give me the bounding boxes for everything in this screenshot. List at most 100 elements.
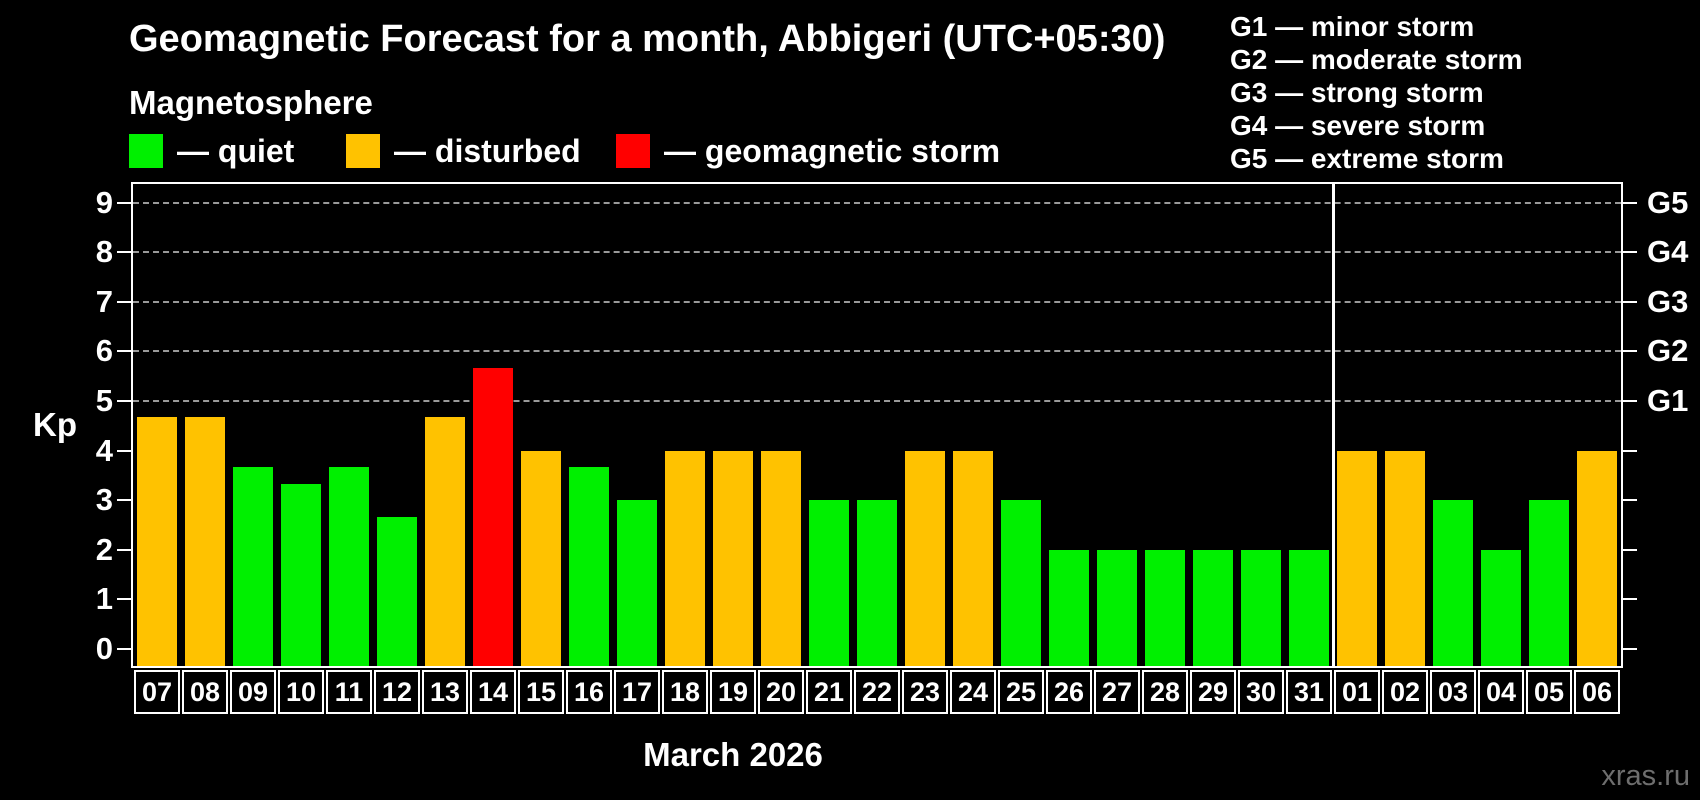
kp-bar-12 — [377, 516, 417, 666]
right-axis-tick-6 — [1622, 350, 1637, 353]
kp-bar-19 — [713, 450, 753, 666]
month-separator-line — [1331, 184, 1335, 666]
y-axis-label-1: 1 — [95, 581, 113, 617]
day-label-cell-23: 23 — [902, 670, 948, 714]
day-label-cell-29: 29 — [1190, 670, 1236, 714]
y-axis-label-8: 8 — [95, 234, 113, 270]
y-axis-tick-7 — [117, 300, 132, 303]
day-label-cell-27: 27 — [1094, 670, 1140, 714]
y-axis-tick-3 — [117, 499, 132, 502]
chart-subtitle: Magnetosphere — [129, 84, 373, 121]
day-label-cell-18: 18 — [662, 670, 708, 714]
kp-bar-31 — [1289, 549, 1329, 666]
kp-bar-21 — [809, 500, 849, 666]
kp-bar-01 — [1337, 450, 1377, 666]
day-label-cell-09: 09 — [230, 670, 276, 714]
day-label-cell-08: 08 — [182, 670, 228, 714]
kp-bar-06 — [1577, 450, 1617, 666]
day-label-cell-31: 31 — [1286, 670, 1332, 714]
day-label-cell-15: 15 — [518, 670, 564, 714]
kp-bar-20 — [761, 450, 801, 666]
g-legend-line-g1: G1 — minor storm — [1230, 11, 1475, 42]
kp-bar-25 — [1001, 500, 1041, 666]
y-axis-label-2: 2 — [95, 531, 113, 567]
y-axis-tick-1 — [117, 598, 132, 601]
watermark: xras.ru — [1601, 760, 1690, 792]
g-legend-line-g3: G3 — strong storm — [1230, 77, 1484, 108]
g-legend-line-g5: G5 — extreme storm — [1230, 143, 1504, 174]
kp-bar-07 — [137, 417, 177, 666]
y-axis-label-7: 7 — [95, 283, 113, 319]
gridline-kp5 — [133, 400, 1621, 402]
right-axis-tick-0 — [1622, 648, 1637, 650]
y-axis-tick-4 — [117, 449, 132, 452]
kp-bar-10 — [281, 483, 321, 666]
kp-bar-09 — [233, 466, 273, 666]
y-axis-tick-9 — [117, 201, 132, 204]
day-label-cell-25: 25 — [998, 670, 1044, 714]
right-axis-tick-3 — [1622, 499, 1637, 502]
kp-bar-16 — [569, 466, 609, 666]
quiet-legend-swatch — [129, 134, 163, 168]
y-axis-label-6: 6 — [95, 333, 113, 369]
right-axis-tick-7 — [1622, 300, 1637, 303]
day-label-cell-21: 21 — [806, 670, 852, 714]
right-axis-tick-8 — [1622, 251, 1637, 254]
g-axis-label-g4: G4 — [1647, 234, 1689, 270]
right-axis-tick-9 — [1622, 201, 1637, 204]
plot-area: Kp 0 1 2 3 4 5 6 7 8 9 G1 G2 G3 G4 G5 — [33, 182, 1688, 668]
kp-bar-26 — [1049, 549, 1089, 666]
gridline-kp8 — [133, 251, 1621, 254]
y-axis-tick-6 — [117, 350, 132, 353]
kp-bar-29 — [1193, 549, 1233, 666]
g-axis-label-g1: G1 — [1647, 383, 1689, 418]
day-label-cell-11: 11 — [326, 670, 372, 714]
y-axis-label-3: 3 — [95, 482, 113, 518]
gridline-kp7 — [133, 300, 1621, 303]
kp-bar-08 — [185, 417, 225, 666]
gridline-kp9 — [133, 201, 1621, 204]
right-axis-tick-5 — [1622, 400, 1637, 402]
kp-bar-15 — [521, 450, 561, 666]
day-label-cell-03: 03 — [1430, 670, 1476, 714]
kp-bar-13 — [425, 417, 465, 666]
kp-bar-17 — [617, 500, 657, 666]
kp-bar-24 — [953, 450, 993, 666]
day-label-cell-13: 13 — [422, 670, 468, 714]
y-axis-tick-8 — [117, 251, 132, 254]
kp-bar-04 — [1481, 549, 1521, 666]
y-axis-label-9: 9 — [95, 184, 113, 220]
kp-bar-05 — [1529, 500, 1569, 666]
storm-legend-label: — geomagnetic storm — [664, 133, 1001, 169]
right-axis-tick-4 — [1622, 449, 1637, 452]
disturbed-legend-swatch — [346, 134, 380, 168]
kp-bar-23 — [905, 450, 945, 666]
day-label-cell-04: 04 — [1478, 670, 1524, 714]
gridline-kp6 — [133, 350, 1621, 353]
kp-bar-28 — [1145, 549, 1185, 666]
day-label-cell-26: 26 — [1046, 670, 1092, 714]
y-axis-tick-2 — [117, 548, 132, 551]
day-label-cell-10: 10 — [278, 670, 324, 714]
kp-bar-11 — [329, 466, 369, 666]
quiet-legend-label: — quiet — [177, 133, 295, 169]
day-label-cell-01: 01 — [1334, 670, 1380, 714]
right-axis-tick-1 — [1622, 598, 1637, 601]
day-label-cell-16: 16 — [566, 670, 612, 714]
kp-bar-14 — [473, 367, 513, 666]
g-legend-line-g4: G4 — severe storm — [1230, 110, 1486, 141]
kp-bar-02 — [1385, 450, 1425, 666]
day-label-cell-12: 12 — [374, 670, 420, 714]
disturbed-legend-label: — disturbed — [394, 133, 581, 169]
kp-axis-title: Kp — [33, 406, 77, 443]
kp-bar-27 — [1097, 549, 1137, 666]
day-label-cell-24: 24 — [950, 670, 996, 714]
y-axis-label-0: 0 — [95, 631, 113, 666]
g-axis-label-g3: G3 — [1647, 283, 1689, 319]
g-scale-legend: G1 — minor storm G2 — moderate storm G3 … — [1230, 10, 1523, 175]
g-axis-label-g5: G5 — [1647, 184, 1689, 220]
kp-bar-18 — [665, 450, 705, 666]
day-label-cell-30: 30 — [1238, 670, 1284, 714]
day-label-cell-19: 19 — [710, 670, 756, 714]
